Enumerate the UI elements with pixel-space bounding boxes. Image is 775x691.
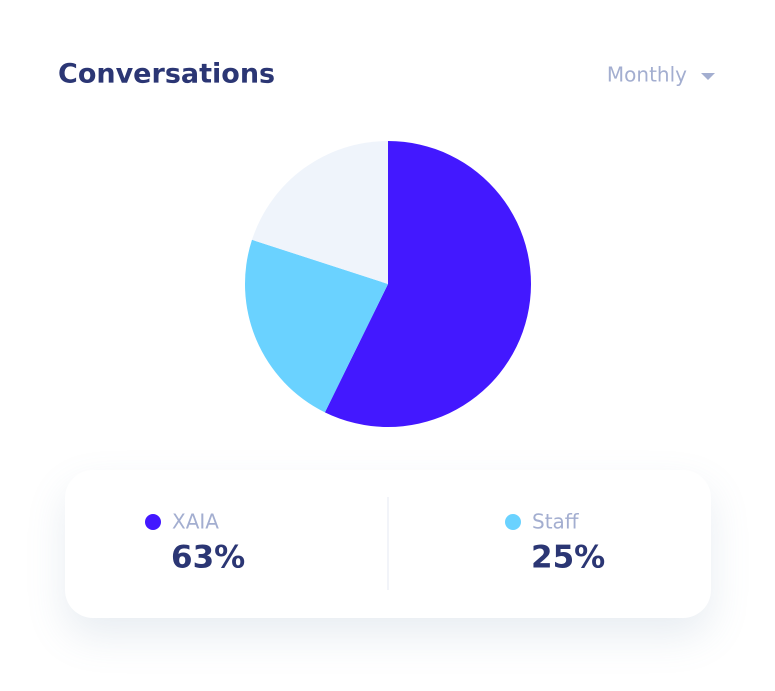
legend-dot — [145, 514, 161, 530]
legend-dot — [505, 514, 521, 530]
legend-value: 25% — [531, 540, 605, 576]
pie-slice — [245, 239, 388, 413]
period-dropdown[interactable]: Monthly — [607, 63, 715, 87]
legend-value: 63% — [171, 540, 245, 576]
period-label[interactable]: Monthly — [607, 63, 687, 87]
legend-label: Staff — [532, 510, 580, 534]
dropdown-arrow[interactable] — [701, 73, 715, 80]
pie-slice — [324, 141, 532, 427]
legend-label: XAIA — [172, 510, 219, 534]
pie-slice — [251, 141, 388, 284]
chart-title: Conversations — [58, 59, 275, 90]
